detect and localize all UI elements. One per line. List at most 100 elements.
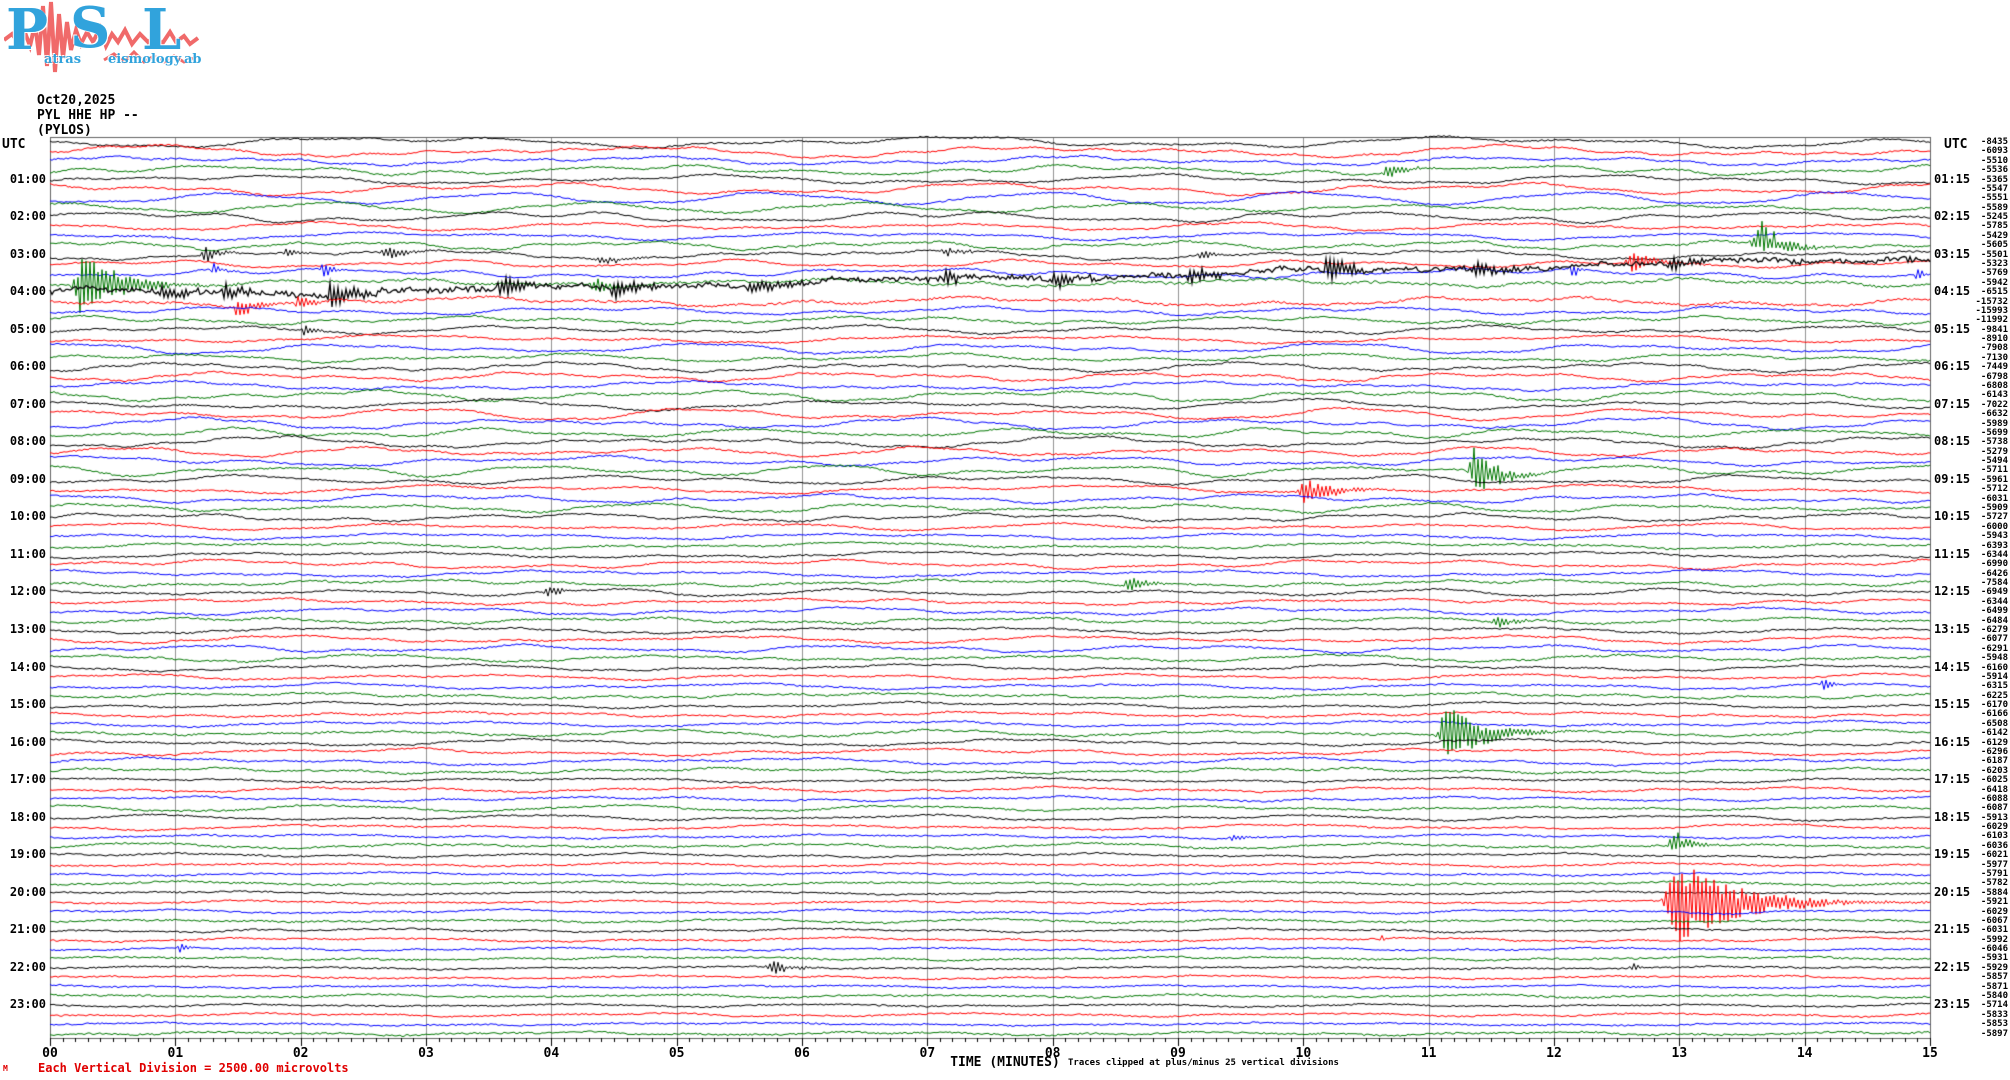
- trace-offset-value: -6036: [1980, 840, 2008, 851]
- trace-offset-value: -6949: [1980, 587, 2008, 598]
- trace-offset-value: -6129: [1980, 737, 2008, 748]
- trace-offset-value: -5833: [1980, 1009, 2008, 1020]
- right-time-label: 11:15: [1934, 546, 1971, 561]
- trace-offset-value: -6160: [1980, 662, 2008, 673]
- x-axis-tick-label: 14: [1796, 1046, 1813, 1061]
- trace-offset-value: -5791: [1980, 869, 2008, 880]
- trace-offset-value: -6187: [1980, 756, 2008, 767]
- right-time-label: 04:15: [1934, 284, 1971, 299]
- trace-offset-value: -5943: [1980, 531, 2008, 542]
- x-axis-tick-label: 02: [292, 1046, 309, 1061]
- trace-offset-value: -6103: [1980, 831, 2008, 842]
- trace-offset-value: -7449: [1980, 362, 2008, 373]
- left-time-label: 23:00: [9, 997, 46, 1012]
- right-time-label: 06:15: [1934, 359, 1971, 374]
- trace-offset-value: -6344: [1980, 549, 2008, 560]
- x-axis-tick-label: 07: [919, 1046, 936, 1061]
- trace-offset-value: -15732: [1975, 296, 2008, 307]
- left-time-label: 02:00: [9, 209, 46, 224]
- trace-offset-value: -5738: [1980, 437, 2008, 448]
- trace-offset-value: -6025: [1980, 775, 2008, 786]
- right-time-label: 16:15: [1934, 734, 1971, 749]
- right-time-label: 10:15: [1934, 509, 1971, 524]
- trace-offset-value: -6170: [1980, 700, 2008, 711]
- x-axis-tick-label: 10: [1295, 1046, 1312, 1061]
- left-time-label: 10:00: [9, 509, 46, 524]
- trace-offset-value: -5727: [1980, 512, 2008, 523]
- trace-offset-value: -8435: [1980, 137, 2008, 147]
- trace-offset-value: -5551: [1980, 193, 2008, 204]
- right-time-label: 05:15: [1934, 321, 1971, 336]
- trace-offset-value: -6508: [1980, 718, 2008, 729]
- left-time-label: 05:00: [9, 321, 46, 336]
- right-time-label: 01:15: [1934, 171, 1971, 186]
- trace-offset-value: -6029: [1980, 822, 2008, 833]
- trace-offset-value: -8910: [1980, 334, 2008, 345]
- trace-offset-value: -5547: [1980, 183, 2008, 194]
- trace-offset-value: -6021: [1980, 850, 2008, 861]
- x-axis-tick-label: 08: [1044, 1046, 1061, 1061]
- x-axis-tick-label: 11: [1420, 1046, 1437, 1061]
- trace-offset-value: -6087: [1980, 803, 2008, 814]
- trace-offset-value: -5897: [1980, 1028, 2008, 1039]
- right-time-label: 17:15: [1934, 772, 1971, 787]
- right-time-label: 09:15: [1934, 471, 1971, 486]
- trace-offset-value: -6143: [1980, 390, 2008, 401]
- x-axis-tick-label: 13: [1671, 1046, 1688, 1061]
- left-time-label: 12:00: [9, 584, 46, 599]
- trace-offset-value: -6031: [1980, 925, 2008, 936]
- trace-offset-value: -6225: [1980, 690, 2008, 701]
- trace-offset-value: -6142: [1980, 728, 2008, 739]
- right-time-label: 13:15: [1934, 622, 1971, 637]
- trace-offset-value: -5913: [1980, 812, 2008, 823]
- left-time-label: 11:00: [9, 546, 46, 561]
- trace-offset-value: -5714: [1980, 1000, 2008, 1011]
- x-axis-tick-label: 03: [418, 1046, 434, 1061]
- trace-offset-value: -6315: [1980, 681, 2008, 692]
- trace-offset-value: -11992: [1975, 315, 2008, 326]
- trace-offset-value: -5605: [1980, 240, 2008, 251]
- left-time-label: 17:00: [9, 772, 46, 787]
- trace-offset-value: -6088: [1980, 793, 2008, 804]
- right-time-label: 18:15: [1934, 809, 1971, 824]
- trace-offset-value: -5699: [1980, 427, 2008, 438]
- trace-offset-value: -6203: [1980, 765, 2008, 776]
- trace-offset-value: -5992: [1980, 934, 2008, 945]
- trace-offset-value: -7908: [1980, 343, 2008, 354]
- left-time-label: 15:00: [9, 697, 46, 712]
- trace-offset-value: -5589: [1980, 202, 2008, 213]
- trace-offset-value: -5948: [1980, 653, 2008, 664]
- trace-offset-value: -6093: [1980, 146, 2008, 157]
- trace-offset-value: -5871: [1980, 981, 2008, 992]
- x-axis-tick-label: 05: [668, 1046, 685, 1061]
- left-time-label: 22:00: [9, 959, 46, 974]
- trace-offset-value: -5323: [1980, 259, 2008, 269]
- trace-offset-value: -9841: [1980, 324, 2008, 335]
- trace-offset-value: -6296: [1980, 747, 2008, 758]
- right-time-label: 14:15: [1934, 659, 1971, 674]
- trace-offset-value: -6499: [1980, 606, 2008, 617]
- trace-offset-value: -7584: [1980, 578, 2008, 589]
- right-time-label: 21:15: [1934, 922, 1971, 937]
- trace-offset-value: -5840: [1980, 991, 2008, 1002]
- trace-offset-value: -5712: [1980, 484, 2008, 495]
- right-time-label: 02:15: [1934, 209, 1971, 224]
- trace-offset-value: -5536: [1980, 165, 2008, 176]
- right-time-label: 23:15: [1934, 997, 1971, 1012]
- x-axis-tick-label: 04: [543, 1046, 560, 1061]
- right-time-label: 20:15: [1934, 884, 1971, 899]
- trace-offset-value: -6166: [1980, 709, 2008, 720]
- trace-offset-value: -6393: [1980, 540, 2008, 551]
- scale-note: Each Vertical Division = 2500.00 microvo…: [38, 1061, 349, 1075]
- x-axis-tick-label: 00: [42, 1046, 58, 1061]
- footer-left-mark: M: [3, 1064, 8, 1073]
- left-time-label: 18:00: [9, 809, 46, 824]
- left-time-label: 14:00: [9, 659, 46, 674]
- trace-offset-value: -5853: [1980, 1019, 2008, 1030]
- trace-offset-value: -5494: [1980, 456, 2008, 467]
- left-time-label: 21:00: [9, 922, 46, 937]
- right-time-label: 12:15: [1934, 584, 1971, 599]
- left-time-label: 08:00: [9, 434, 46, 449]
- x-axis-tick-label: 15: [1922, 1046, 1938, 1061]
- trace-offset-value: -6515: [1980, 287, 2008, 298]
